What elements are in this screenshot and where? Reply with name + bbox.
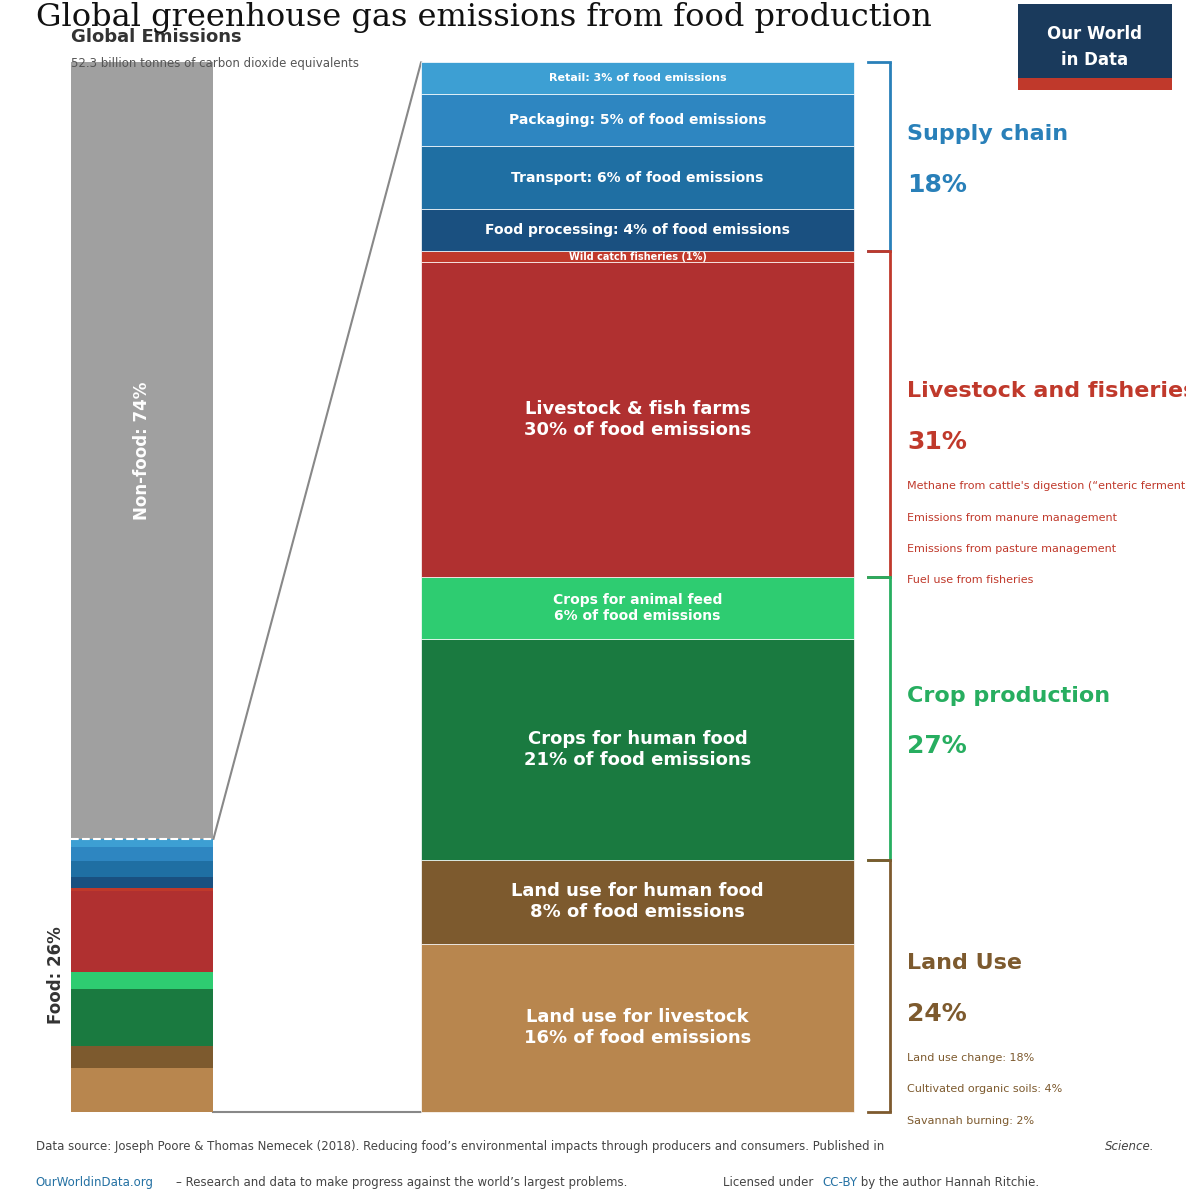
Text: Our World: Our World	[1047, 25, 1142, 43]
Text: Data source: Joseph Poore & Thomas Nemecek (2018). Reducing food’s environmental: Data source: Joseph Poore & Thomas Nemec…	[36, 1140, 887, 1153]
Bar	[71, 847, 213, 860]
Text: Methane from cattle's digestion (“enteric fermentation”): Methane from cattle's digestion (“enteri…	[907, 481, 1186, 491]
Bar	[71, 62, 213, 839]
Text: CC-BY: CC-BY	[822, 1176, 857, 1189]
Text: OurWorldinData.org: OurWorldinData.org	[36, 1176, 153, 1189]
Bar	[421, 209, 854, 251]
Text: 18%: 18%	[907, 173, 967, 197]
Bar	[71, 1068, 213, 1111]
Bar	[421, 859, 854, 943]
Text: Licensed under: Licensed under	[723, 1176, 817, 1189]
Bar	[71, 877, 213, 888]
Text: Land use for human food
8% of food emissions: Land use for human food 8% of food emiss…	[511, 882, 764, 922]
Text: Crops for animal feed
6% of food emissions: Crops for animal feed 6% of food emissio…	[553, 593, 722, 623]
Text: Wild catch fisheries (1%): Wild catch fisheries (1%)	[568, 252, 707, 262]
Text: Livestock & fish farms
30% of food emissions: Livestock & fish farms 30% of food emiss…	[524, 400, 751, 438]
Text: Food: 26%: Food: 26%	[47, 926, 65, 1024]
Text: Emissions from pasture management: Emissions from pasture management	[907, 544, 1116, 554]
Text: Global Emissions: Global Emissions	[71, 28, 242, 46]
Text: Crops for human food
21% of food emissions: Crops for human food 21% of food emissio…	[524, 731, 751, 769]
Bar	[71, 860, 213, 877]
Text: – Research and data to make progress against the world’s largest problems.: – Research and data to make progress aga…	[176, 1176, 627, 1189]
Bar	[421, 640, 854, 859]
Bar	[421, 943, 854, 1111]
Text: Global greenhouse gas emissions from food production: Global greenhouse gas emissions from foo…	[36, 2, 931, 34]
Text: in Data: in Data	[1061, 50, 1128, 68]
Text: Retail: 3% of food emissions: Retail: 3% of food emissions	[549, 73, 726, 83]
Text: Land use for livestock
16% of food emissions: Land use for livestock 16% of food emiss…	[524, 1008, 751, 1048]
Bar	[421, 62, 854, 94]
Text: Emissions from manure management: Emissions from manure management	[907, 512, 1117, 523]
Bar	[71, 888, 213, 890]
Text: Non-food: 74%: Non-food: 74%	[133, 382, 152, 520]
Text: Livestock and fisheries: Livestock and fisheries	[907, 382, 1186, 402]
Bar	[71, 989, 213, 1046]
Text: Crop production: Crop production	[907, 685, 1110, 706]
Text: 31%: 31%	[907, 430, 967, 454]
Bar	[421, 262, 854, 576]
Text: Land Use: Land Use	[907, 953, 1022, 973]
Text: 24%: 24%	[907, 1002, 967, 1026]
Bar	[421, 146, 854, 209]
Bar	[421, 94, 854, 146]
Bar	[71, 972, 213, 989]
Bar	[421, 251, 854, 262]
Text: Supply chain: Supply chain	[907, 125, 1069, 144]
Text: by the author Hannah Ritchie.: by the author Hannah Ritchie.	[857, 1176, 1040, 1189]
Bar	[421, 576, 854, 640]
Bar	[71, 839, 213, 847]
Text: Food processing: 4% of food emissions: Food processing: 4% of food emissions	[485, 223, 790, 238]
Bar	[71, 1046, 213, 1068]
Text: 52.3 billion tonnes of carbon dioxide equivalents: 52.3 billion tonnes of carbon dioxide eq…	[71, 56, 359, 70]
Text: Science.: Science.	[1105, 1140, 1155, 1153]
Bar	[1018, 78, 1172, 90]
Text: Fuel use from fisheries: Fuel use from fisheries	[907, 576, 1034, 586]
Text: 27%: 27%	[907, 734, 967, 758]
Text: Cultivated organic soils: 4%: Cultivated organic soils: 4%	[907, 1085, 1063, 1094]
Text: Land use change: 18%: Land use change: 18%	[907, 1052, 1034, 1063]
Bar	[71, 890, 213, 972]
Text: Transport: 6% of food emissions: Transport: 6% of food emissions	[511, 170, 764, 185]
Text: Packaging: 5% of food emissions: Packaging: 5% of food emissions	[509, 113, 766, 127]
Text: Savannah burning: 2%: Savannah burning: 2%	[907, 1116, 1034, 1126]
